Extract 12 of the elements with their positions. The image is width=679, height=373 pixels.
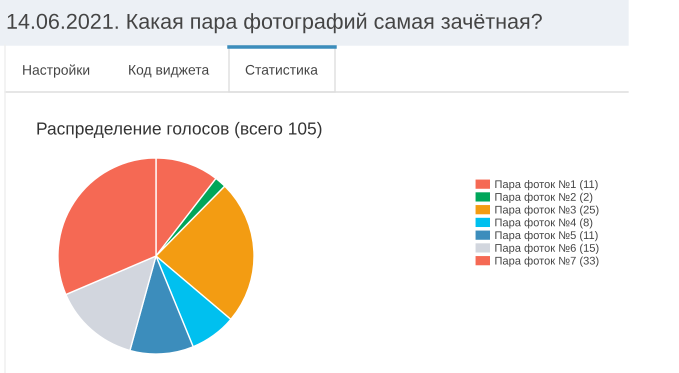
legend-label: Пара фоток №5 (11) xyxy=(495,230,598,242)
legend-label: Пара фоток №1 (11) xyxy=(495,180,598,190)
text: Код виджета xyxy=(129,65,210,78)
legend-label: Пара фоток №7 (33) xyxy=(495,256,598,267)
text: Настройки xyxy=(23,64,90,78)
chart-title: 14.06.2021. Какая пара фотографий самая зачётная? xyxy=(8,12,542,34)
text: Статистика xyxy=(246,64,318,75)
legend-label: Пара фоток №6 (15) xyxy=(495,244,598,254)
chart-subtitle: Распределение голосов (всего 105) xyxy=(37,122,322,138)
legend-label: Пара фоток №4 (8) xyxy=(495,218,592,229)
legend-label: Пара фоток №2 (2) xyxy=(495,192,592,204)
legend-label: Пара фоток №3 (25) xyxy=(495,205,598,216)
